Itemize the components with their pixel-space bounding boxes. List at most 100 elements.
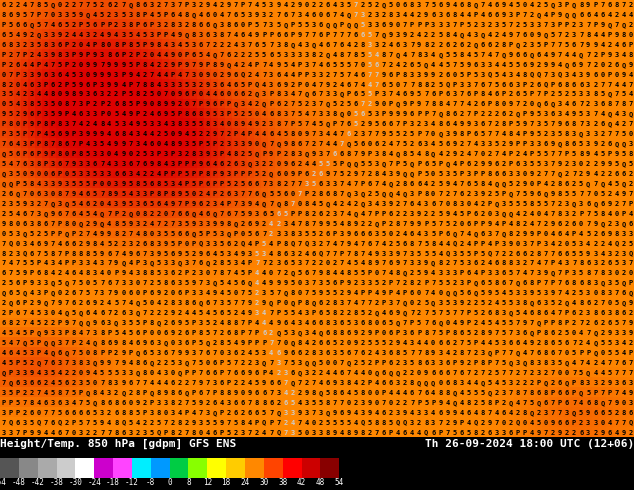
Text: 9: 9 bbox=[467, 62, 470, 68]
Text: 5: 5 bbox=[128, 330, 133, 336]
Text: P: P bbox=[135, 62, 139, 68]
Text: 9: 9 bbox=[93, 72, 97, 77]
Text: 4: 4 bbox=[262, 280, 266, 286]
Text: 6: 6 bbox=[58, 350, 62, 356]
Text: 2: 2 bbox=[340, 101, 344, 107]
Text: 3: 3 bbox=[614, 330, 619, 336]
Text: 7: 7 bbox=[340, 122, 344, 127]
Text: P: P bbox=[438, 231, 443, 237]
Text: 6: 6 bbox=[51, 171, 55, 177]
Text: 3: 3 bbox=[586, 122, 590, 127]
Text: P: P bbox=[198, 101, 203, 107]
Text: 3: 3 bbox=[157, 340, 160, 346]
Text: 0: 0 bbox=[15, 122, 20, 127]
Text: 6: 6 bbox=[37, 191, 41, 197]
Text: 2: 2 bbox=[628, 430, 633, 436]
Text: 2: 2 bbox=[565, 92, 569, 98]
Text: 2: 2 bbox=[593, 430, 597, 436]
Text: 7: 7 bbox=[340, 181, 344, 187]
Text: 8: 8 bbox=[467, 400, 470, 406]
Text: 5: 5 bbox=[164, 131, 167, 137]
Text: P: P bbox=[23, 280, 27, 286]
Text: 0: 0 bbox=[347, 400, 351, 406]
Text: 0: 0 bbox=[128, 151, 133, 157]
Text: 9: 9 bbox=[375, 261, 379, 267]
Text: 6: 6 bbox=[445, 141, 450, 147]
Text: Q: Q bbox=[354, 22, 358, 28]
Text: 0: 0 bbox=[515, 241, 520, 246]
Text: 3: 3 bbox=[276, 390, 280, 396]
Text: 7: 7 bbox=[467, 141, 470, 147]
Text: 8: 8 bbox=[621, 32, 626, 38]
Text: P: P bbox=[220, 181, 224, 187]
Text: 7: 7 bbox=[164, 419, 167, 426]
Text: P: P bbox=[164, 171, 167, 177]
Text: Q: Q bbox=[150, 390, 153, 396]
Text: 7: 7 bbox=[44, 12, 48, 18]
Text: 9: 9 bbox=[213, 131, 217, 137]
Text: 2: 2 bbox=[93, 430, 97, 436]
Text: 3: 3 bbox=[171, 2, 175, 8]
Text: 4: 4 bbox=[128, 131, 133, 137]
Text: 4: 4 bbox=[72, 400, 76, 406]
Text: P: P bbox=[325, 32, 330, 38]
Text: Q: Q bbox=[361, 201, 365, 207]
Text: 6: 6 bbox=[481, 231, 484, 237]
Text: 4: 4 bbox=[488, 181, 492, 187]
Text: 7: 7 bbox=[403, 250, 407, 257]
Text: 0: 0 bbox=[544, 231, 548, 237]
Text: 8: 8 bbox=[382, 51, 386, 58]
Text: Q: Q bbox=[262, 101, 266, 107]
Text: 5: 5 bbox=[51, 370, 55, 376]
Text: 9: 9 bbox=[332, 380, 337, 386]
Text: 7: 7 bbox=[44, 419, 48, 426]
Text: 9: 9 bbox=[220, 171, 224, 177]
Text: 9: 9 bbox=[198, 62, 203, 68]
Text: 6: 6 bbox=[255, 410, 259, 416]
Text: 2: 2 bbox=[220, 72, 224, 77]
Text: 3: 3 bbox=[44, 32, 48, 38]
Text: 3: 3 bbox=[431, 419, 436, 426]
Text: 7: 7 bbox=[600, 81, 604, 88]
Text: P: P bbox=[79, 22, 83, 28]
Text: 9: 9 bbox=[248, 141, 252, 147]
Text: 6: 6 bbox=[431, 320, 436, 326]
Text: P: P bbox=[51, 122, 55, 127]
Text: 2: 2 bbox=[431, 42, 436, 48]
Text: 7: 7 bbox=[164, 2, 167, 8]
Text: 6: 6 bbox=[107, 250, 112, 257]
Text: P: P bbox=[410, 320, 414, 326]
Text: 9: 9 bbox=[93, 320, 97, 326]
Text: 6: 6 bbox=[565, 400, 569, 406]
Text: P: P bbox=[347, 92, 351, 98]
Text: 4: 4 bbox=[1, 330, 6, 336]
Text: 4: 4 bbox=[93, 310, 97, 316]
Text: 0: 0 bbox=[51, 12, 55, 18]
Text: P: P bbox=[184, 370, 189, 376]
Text: 4: 4 bbox=[262, 320, 266, 326]
Text: Q: Q bbox=[93, 360, 97, 366]
Text: 5: 5 bbox=[171, 231, 175, 237]
Text: 4: 4 bbox=[340, 12, 344, 18]
Text: 4: 4 bbox=[452, 2, 456, 8]
Text: 9: 9 bbox=[290, 171, 294, 177]
Text: 2: 2 bbox=[121, 241, 126, 246]
Text: 5: 5 bbox=[347, 62, 351, 68]
Text: 5: 5 bbox=[191, 141, 196, 147]
Text: 2: 2 bbox=[565, 161, 569, 167]
Text: 5: 5 bbox=[565, 330, 569, 336]
Text: 4: 4 bbox=[544, 51, 548, 58]
Text: 3: 3 bbox=[93, 270, 97, 276]
Text: 2: 2 bbox=[248, 72, 252, 77]
Text: 2: 2 bbox=[452, 280, 456, 286]
Text: 5: 5 bbox=[417, 270, 421, 276]
Text: Q: Q bbox=[44, 340, 48, 346]
Text: 4: 4 bbox=[389, 42, 393, 48]
Text: 5: 5 bbox=[558, 92, 562, 98]
Text: 2: 2 bbox=[93, 201, 97, 207]
Text: 7: 7 bbox=[410, 81, 414, 88]
Text: P: P bbox=[481, 220, 484, 227]
Text: 9: 9 bbox=[297, 410, 302, 416]
Text: 7: 7 bbox=[51, 62, 55, 68]
Text: 4: 4 bbox=[375, 201, 379, 207]
